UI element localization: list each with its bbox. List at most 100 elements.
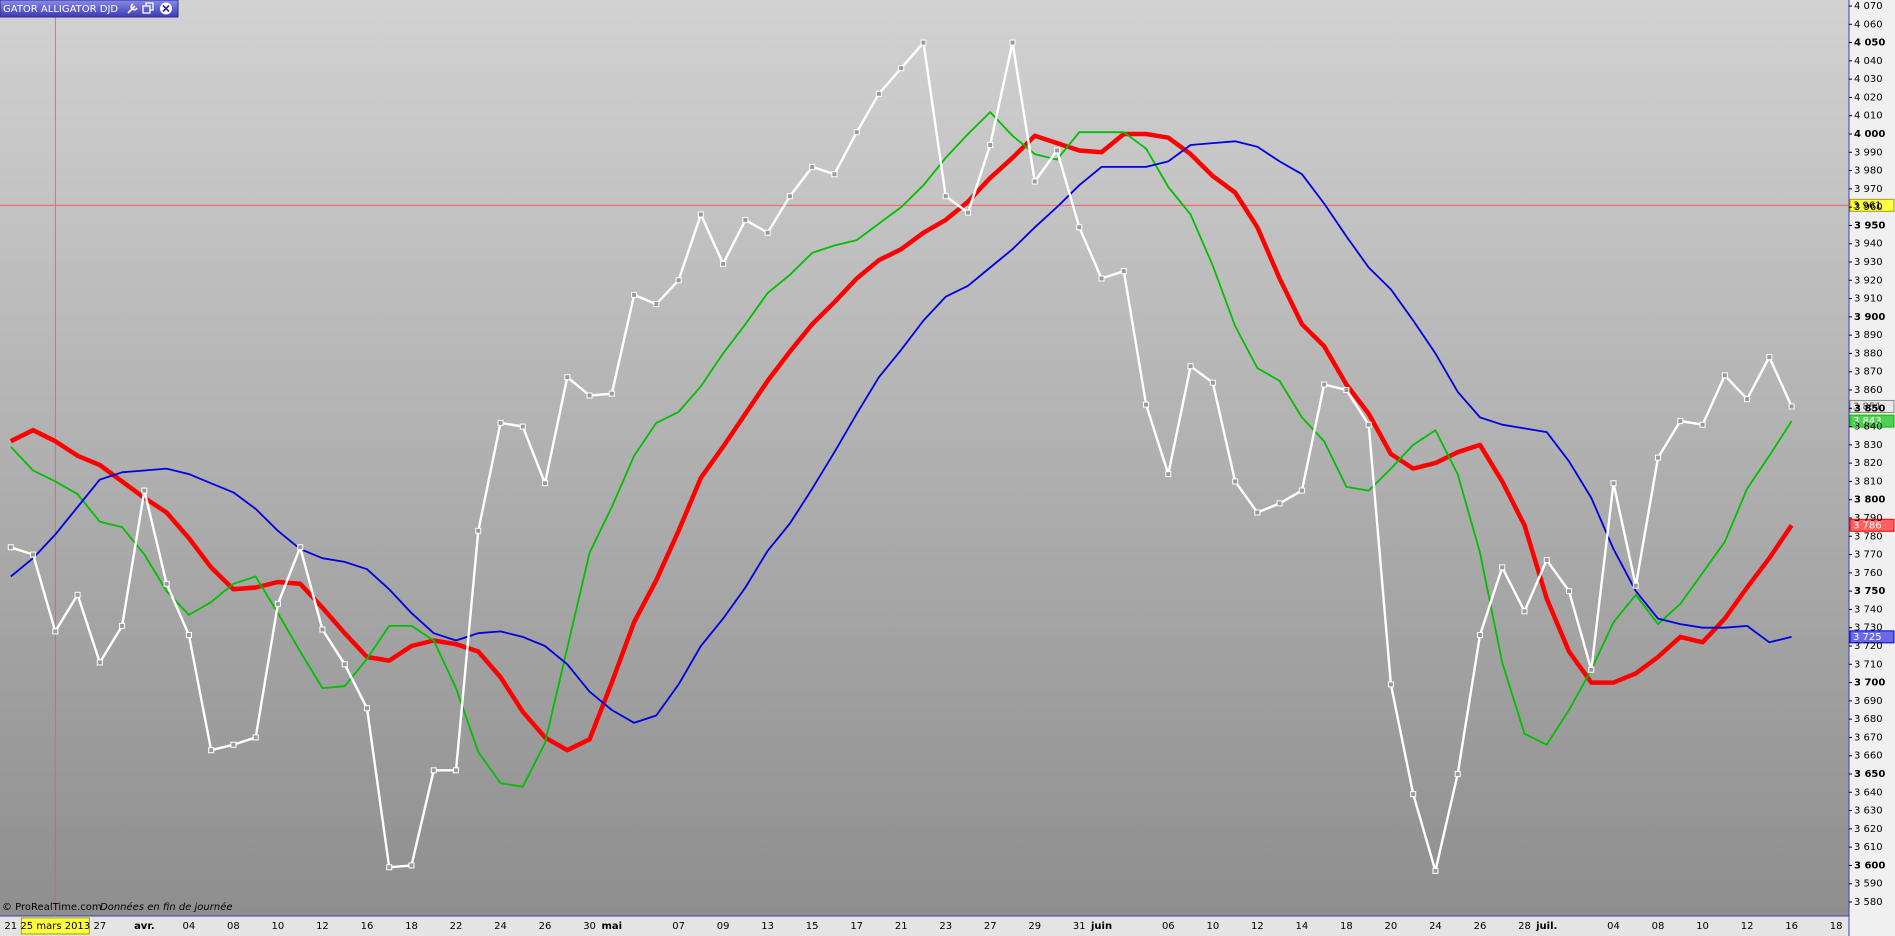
window-back	[145, 2, 154, 11]
series-line	[9, 131, 1794, 753]
y-tick-label: 4 030	[1854, 74, 1883, 85]
y-tick-label: 4 020	[1854, 92, 1883, 103]
y-tick-label: 3 870	[1854, 367, 1883, 378]
point-marker	[942, 193, 949, 200]
x-tick-label: 24	[1429, 921, 1442, 932]
point-marker	[1699, 421, 1706, 428]
plot	[0, 0, 1849, 916]
y-tick-label: 3 590	[1854, 879, 1883, 890]
point-marker	[1298, 487, 1305, 494]
y-tick-label: 3 920	[1854, 275, 1883, 286]
chart-title: GATOR ALLIGATOR DJD	[3, 4, 118, 15]
x-tick-label: 10	[1696, 921, 1709, 932]
y-tick-label: 3 760	[1854, 568, 1883, 579]
y-tick-label: 3 780	[1854, 531, 1883, 542]
x-tick-label: 26	[1474, 921, 1487, 932]
x-tick-label: 24	[494, 921, 507, 932]
point-marker	[586, 392, 593, 399]
last-value-label: 3 786	[1853, 520, 1882, 531]
point-marker	[386, 864, 393, 871]
y-tick-label: 3 610	[1854, 842, 1883, 853]
y-tick-label: 3 620	[1854, 824, 1883, 835]
settings-icon[interactable]	[126, 3, 138, 14]
y-tick-label: 3 840	[1854, 422, 1883, 433]
y-tick-label: 3 980	[1854, 166, 1883, 177]
y-tick-label: 3 710	[1854, 659, 1883, 670]
point-marker	[163, 580, 170, 587]
x-tick-label: 23	[939, 921, 952, 932]
x-tick-label: 31	[1073, 921, 1086, 932]
point-marker	[1632, 582, 1639, 589]
point-marker	[1566, 588, 1572, 595]
y-tick-label: 4 050	[1854, 38, 1885, 49]
y-tick-label: 3 850	[1854, 403, 1885, 414]
point-marker	[1387, 681, 1394, 688]
x-tick-label: 29	[1028, 921, 1041, 932]
point-marker	[542, 480, 549, 487]
point-marker	[141, 487, 148, 494]
footer-note: Données en fin de journée	[100, 901, 233, 913]
y-tick-label: 3 930	[1854, 257, 1883, 268]
y-tick-label: 3 700	[1854, 678, 1885, 689]
y-tick-label: 4 040	[1854, 56, 1883, 67]
point-marker	[875, 90, 882, 97]
plot-background	[0, 0, 1849, 916]
y-tick-label: 3 810	[1854, 476, 1883, 487]
cursor-date-box	[20, 917, 90, 935]
x-tick-label: 13	[761, 921, 774, 932]
x-tick-label: 10	[1206, 921, 1219, 932]
x-tick-label: 21	[4, 921, 17, 932]
y-tick-label: 3 960	[1854, 202, 1883, 213]
x-tick-label: 18	[1340, 921, 1353, 932]
point-marker	[1143, 401, 1150, 408]
point-marker	[274, 600, 281, 607]
y-tick-label: 3 690	[1854, 696, 1883, 707]
x-tick-label: 27	[93, 921, 106, 932]
x-tick-label: 04	[183, 921, 196, 932]
point-marker	[1655, 454, 1662, 461]
y-tick-label: 3 790	[1854, 513, 1883, 524]
x-tick-label: 20	[1385, 921, 1398, 932]
y-tick-label: 3 650	[1854, 769, 1885, 780]
x-tick-label: 08	[1652, 921, 1665, 932]
point-marker	[430, 767, 437, 774]
window-icon[interactable]	[142, 2, 154, 14]
x-axis-panel	[0, 916, 1849, 936]
point-marker	[987, 141, 994, 148]
point-marker	[898, 65, 905, 72]
y-tick-label: 3 580	[1854, 897, 1883, 908]
x-tick-label: avr.	[134, 921, 155, 932]
point-marker	[1744, 396, 1751, 403]
point-marker	[1321, 381, 1328, 388]
series-line	[10, 111, 1793, 788]
y-tick-label: 3 800	[1854, 495, 1885, 506]
cursor-value-label: 3 961	[1853, 200, 1882, 211]
x-tick-label: 06	[1162, 921, 1175, 932]
point-marker	[341, 661, 348, 668]
close-icon[interactable]	[160, 2, 172, 15]
point-marker	[831, 171, 838, 178]
y-tick-label: 3 630	[1854, 806, 1883, 817]
x-tick-label: 26	[539, 921, 552, 932]
point-marker	[1232, 478, 1239, 485]
y-tick-label: 3 950	[1854, 220, 1885, 231]
point-marker	[208, 747, 215, 754]
point-marker	[631, 291, 638, 298]
point-marker	[1454, 771, 1461, 777]
y-tick-label: 3 670	[1854, 732, 1883, 743]
y-tick-label: 3 640	[1854, 787, 1883, 798]
point-marker	[519, 423, 526, 430]
x-tick-label: mai	[602, 921, 623, 932]
y-tick-label: 3 940	[1854, 239, 1883, 250]
point-marker	[1031, 178, 1038, 185]
x-tick-label: 18	[405, 921, 418, 932]
y-tick-label: 3 970	[1854, 184, 1883, 195]
point-marker	[653, 301, 660, 308]
point-marker	[1209, 379, 1216, 386]
point-marker	[1098, 275, 1105, 282]
point-marker	[742, 216, 749, 223]
x-tick-label: 15	[806, 921, 819, 932]
point-marker	[1610, 480, 1617, 487]
point-marker	[697, 211, 704, 218]
point-marker	[1165, 471, 1172, 478]
